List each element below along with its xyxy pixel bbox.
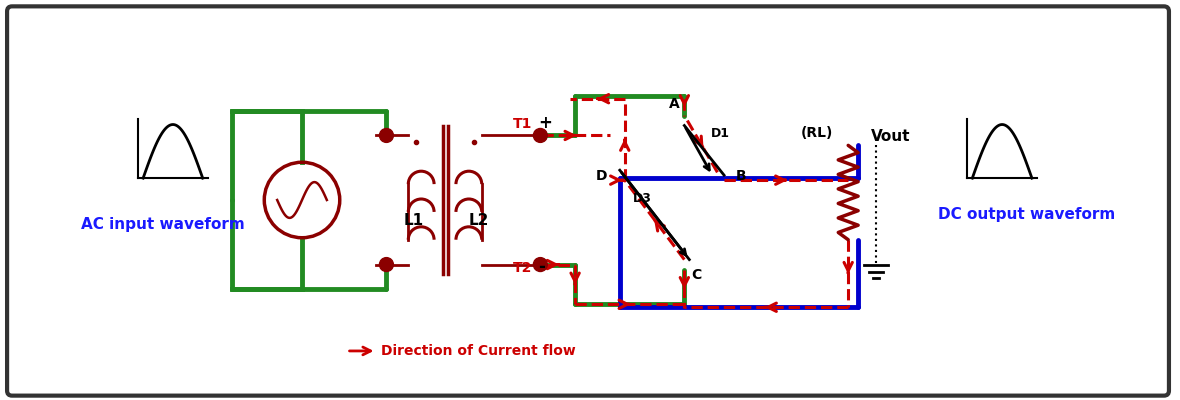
Circle shape [533,258,548,272]
FancyBboxPatch shape [7,6,1169,396]
Circle shape [380,258,393,272]
Text: (RL): (RL) [801,126,833,140]
Circle shape [380,128,393,142]
Text: AC input waveform: AC input waveform [81,217,245,232]
Text: DC output waveform: DC output waveform [938,207,1115,222]
Text: D1: D1 [712,128,730,140]
Text: D: D [596,169,607,183]
Text: Direction of Current flow: Direction of Current flow [381,344,576,358]
Text: L1: L1 [404,213,424,228]
Text: Vout: Vout [871,130,911,144]
Text: L2: L2 [468,213,489,228]
Text: D3: D3 [632,192,651,205]
Text: B: B [736,169,747,183]
Circle shape [533,128,548,142]
Text: +: + [538,114,552,132]
Text: A: A [669,97,680,111]
Text: C: C [691,268,702,282]
Text: T1: T1 [513,118,532,132]
Text: T2: T2 [513,260,532,274]
Text: -: - [538,258,545,276]
